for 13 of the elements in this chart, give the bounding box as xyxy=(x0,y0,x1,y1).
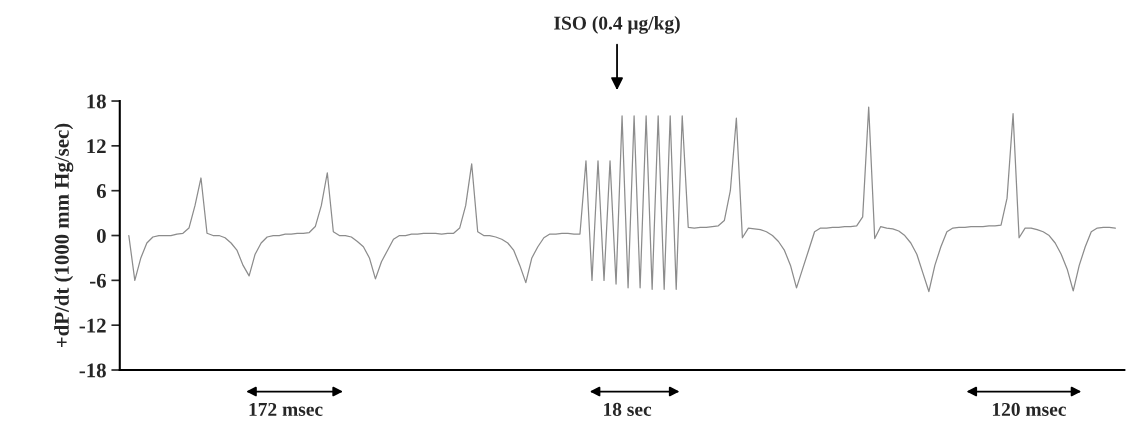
text: 120 msec xyxy=(992,402,1066,416)
y-tick-label: 6 xyxy=(96,184,106,199)
text: 18 sec xyxy=(604,402,652,416)
y-tick-label: 12 xyxy=(87,139,106,154)
line-series xyxy=(128,106,1116,293)
y-tick-label: -18 xyxy=(79,363,106,378)
text: 172 msec xyxy=(249,402,323,416)
y-tick-label: -12 xyxy=(79,318,106,333)
text: ISO (0.4 μg/kg) xyxy=(554,16,680,34)
y-axis-title: +dP/dt (1000 mm Hg/sec) xyxy=(54,123,74,348)
y-tick-label: 18 xyxy=(87,94,106,109)
y-tick-label: -6 xyxy=(89,273,106,288)
y-tick-label: 0 xyxy=(96,228,106,243)
